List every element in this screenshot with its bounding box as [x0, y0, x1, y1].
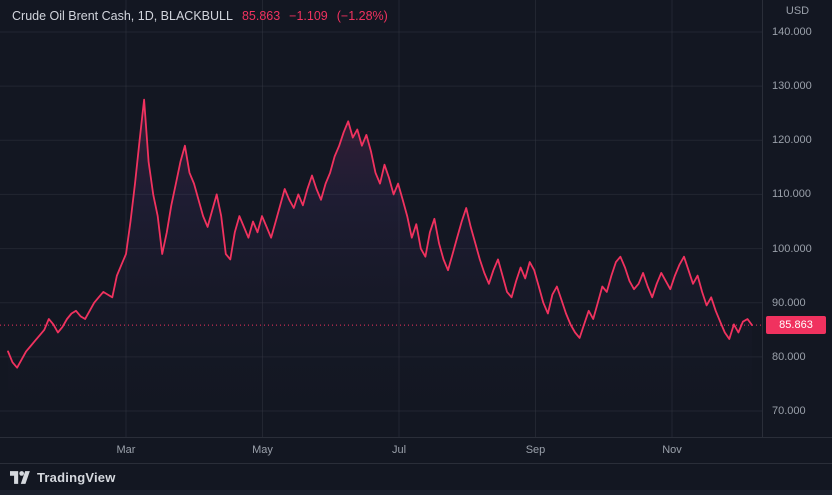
- symbol-title[interactable]: Crude Oil Brent Cash, 1D, BLACKBULL: [12, 9, 233, 23]
- price-tick-label: 80.000: [772, 350, 806, 363]
- last-price: 85.863: [241, 9, 281, 23]
- brand-name: TradingView: [37, 470, 116, 485]
- chart-legend: Crude Oil Brent Cash, 1D, BLACKBULL 85.8…: [12, 9, 388, 23]
- time-tick-label: Sep: [525, 444, 546, 456]
- last-price-label: 85.863: [766, 316, 826, 335]
- price-change: −1.109: [289, 9, 328, 23]
- time-tick-label: Jul: [391, 444, 407, 456]
- price-scale-axis[interactable]: USD 140.000 130.000 120.000 110.000 100.000 9…: [762, 0, 832, 437]
- time-tick-label: Nov: [662, 444, 682, 456]
- price-tick-label: 120.000: [772, 134, 812, 147]
- price-tick-label: 70.000: [772, 405, 806, 417]
- time-tick-label: Mar: [116, 444, 136, 456]
- price-change-percent: (−1.28%): [336, 9, 388, 23]
- horizontal-scrollbar[interactable]: [0, 490, 832, 495]
- price-tick-label: 110.000: [772, 188, 811, 201]
- time-scale-axis[interactable]: Mar May Jul Sep Nov: [0, 437, 832, 463]
- price-tick-label: 100.000: [772, 242, 812, 255]
- footer-bar: TradingView: [0, 463, 832, 495]
- time-tick-label: May: [252, 444, 273, 456]
- price-tick-label: 130.000: [772, 80, 812, 93]
- tradingview-logo-icon: [10, 469, 31, 486]
- price-chart-canvas[interactable]: [0, 0, 762, 437]
- tradingview-logo-link[interactable]: TradingView: [10, 469, 116, 486]
- currency-label: USD: [785, 5, 810, 17]
- price-tick-label: 90.000: [772, 296, 806, 309]
- price-tick-label: 140.000: [772, 26, 812, 38]
